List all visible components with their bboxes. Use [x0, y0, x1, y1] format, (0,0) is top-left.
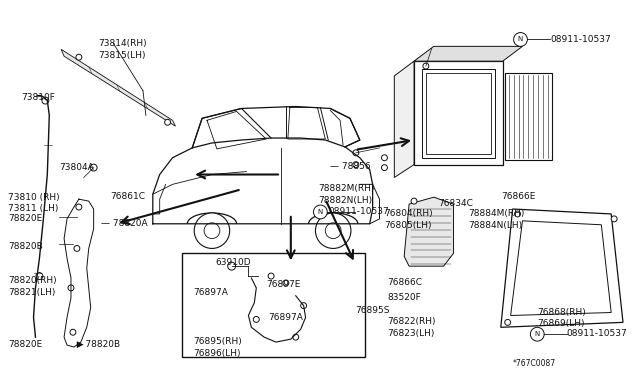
Text: N: N — [518, 36, 523, 42]
Text: 76866E: 76866E — [500, 192, 535, 201]
Circle shape — [353, 150, 359, 156]
Text: 78820E: 78820E — [8, 340, 42, 349]
Text: 76897E: 76897E — [266, 280, 301, 289]
Text: 78820B: 78820B — [8, 241, 43, 250]
Circle shape — [76, 54, 82, 60]
Text: 76823(LH): 76823(LH) — [387, 329, 435, 338]
Circle shape — [228, 262, 236, 270]
Text: 08911-10537: 08911-10537 — [567, 329, 628, 338]
Bar — [505, 73, 552, 160]
Text: 78821(LH): 78821(LH) — [8, 288, 55, 297]
Polygon shape — [414, 46, 522, 61]
Text: 76861C: 76861C — [111, 192, 145, 201]
Text: 73814(RH): 73814(RH) — [99, 39, 147, 48]
Text: 78820E: 78820E — [8, 214, 42, 223]
Circle shape — [316, 213, 351, 248]
Circle shape — [381, 155, 387, 161]
Text: 73810F: 73810F — [22, 93, 56, 102]
Text: 76895(RH): 76895(RH) — [193, 337, 242, 346]
Polygon shape — [511, 221, 611, 315]
Text: 76895S: 76895S — [355, 306, 389, 315]
Circle shape — [411, 198, 417, 204]
Circle shape — [76, 204, 82, 210]
Circle shape — [611, 216, 617, 222]
Circle shape — [194, 213, 230, 248]
Text: 78884N(LH): 78884N(LH) — [468, 221, 522, 230]
Circle shape — [68, 285, 74, 291]
Text: 73811 (LH): 73811 (LH) — [8, 204, 58, 213]
Bar — [182, 253, 365, 357]
Circle shape — [515, 211, 520, 217]
Text: N: N — [317, 209, 323, 215]
Text: 76804(RH): 76804(RH) — [385, 209, 433, 218]
Text: N: N — [534, 331, 540, 337]
Text: 73804A: 73804A — [59, 163, 94, 171]
Text: 83520F: 83520F — [387, 293, 421, 302]
Text: 08911-10537: 08911-10537 — [550, 35, 611, 44]
Circle shape — [301, 303, 307, 308]
Text: 76868(RH): 76868(RH) — [537, 308, 586, 317]
Text: — 78856: — 78856 — [330, 162, 371, 171]
Text: 76869(LH): 76869(LH) — [537, 320, 585, 328]
Circle shape — [42, 97, 49, 104]
Circle shape — [164, 119, 170, 125]
Circle shape — [36, 273, 43, 279]
Circle shape — [268, 273, 274, 279]
Circle shape — [74, 246, 80, 251]
Bar — [426, 73, 491, 154]
Text: 76897A: 76897A — [193, 288, 228, 297]
Text: 63910D: 63910D — [215, 258, 250, 267]
Circle shape — [90, 164, 97, 171]
Polygon shape — [61, 49, 175, 126]
Circle shape — [283, 280, 289, 286]
Bar — [422, 69, 495, 158]
Circle shape — [253, 317, 259, 323]
Text: 76897A: 76897A — [268, 312, 303, 321]
Text: 78820(RH): 78820(RH) — [8, 276, 56, 285]
Text: 76866C: 76866C — [387, 278, 422, 287]
Bar — [414, 61, 503, 165]
Circle shape — [531, 327, 544, 341]
Text: ▶ 78820B: ▶ 78820B — [71, 340, 120, 349]
Text: 08911-10537: 08911-10537 — [328, 207, 389, 216]
Polygon shape — [404, 197, 454, 266]
Text: 76822(RH): 76822(RH) — [387, 317, 436, 327]
Polygon shape — [500, 209, 623, 327]
Circle shape — [381, 165, 387, 171]
Text: 78884M(RH): 78884M(RH) — [468, 209, 525, 218]
Circle shape — [70, 329, 76, 335]
Text: 73810 (RH): 73810 (RH) — [8, 193, 60, 202]
Text: 78882N(LH): 78882N(LH) — [319, 196, 372, 205]
Text: 78882M(RH): 78882M(RH) — [319, 185, 375, 193]
Text: 76834C: 76834C — [438, 199, 474, 208]
Polygon shape — [394, 61, 414, 177]
Text: *767C0087: *767C0087 — [513, 359, 556, 368]
Text: — 78820A: — 78820A — [100, 219, 147, 228]
Circle shape — [292, 334, 299, 340]
Text: 73815(LH): 73815(LH) — [99, 51, 146, 60]
Text: 76896(LH): 76896(LH) — [193, 349, 241, 358]
Circle shape — [314, 205, 327, 219]
Circle shape — [513, 33, 527, 46]
Circle shape — [423, 63, 429, 69]
Circle shape — [505, 320, 511, 326]
Circle shape — [353, 162, 359, 168]
Text: 76805(LH): 76805(LH) — [385, 221, 432, 230]
